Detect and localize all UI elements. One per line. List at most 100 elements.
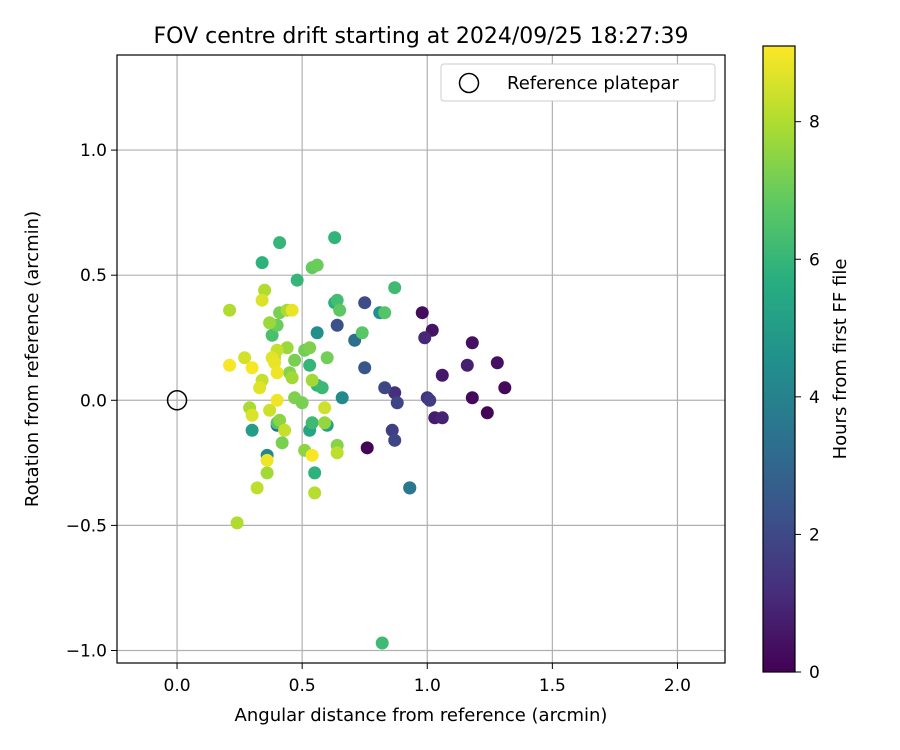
data-point (308, 466, 322, 480)
reference-marker (166, 390, 188, 411)
colorbar-label: Hours from first FF file (830, 259, 851, 460)
x-tick-label: 1.0 (414, 676, 441, 696)
data-point (333, 303, 347, 317)
data-point (230, 516, 244, 530)
colorbar-gradient (762, 45, 796, 673)
data-point (245, 361, 259, 375)
data-point (270, 366, 284, 380)
data-point (315, 381, 329, 395)
y-axis-label: Rotation from reference (arcmin) (22, 211, 43, 507)
data-point (263, 403, 277, 417)
colorbar-tick-label: 2 (809, 525, 820, 545)
data-point (318, 416, 332, 430)
data-point (308, 486, 322, 500)
colorbar-tick-label: 4 (809, 388, 820, 408)
data-point (423, 393, 437, 407)
data-point (435, 368, 449, 382)
data-point (258, 283, 272, 297)
data-point (303, 341, 317, 355)
data-point (310, 326, 324, 340)
data-point (288, 353, 302, 367)
data-point (415, 306, 429, 320)
data-point (285, 371, 299, 385)
data-point (265, 328, 279, 342)
data-point (330, 318, 344, 332)
plot-frame (116, 54, 726, 664)
data-point (465, 336, 479, 350)
legend-box (440, 63, 716, 102)
data-point (260, 466, 274, 480)
data-point (375, 636, 389, 650)
colorbar: 0 2 4 6 8 Hours from first FF file (762, 45, 851, 683)
data-point (263, 316, 277, 330)
data-point (358, 361, 372, 375)
legend-marker-icon (458, 72, 480, 94)
data-point (390, 396, 404, 410)
data-point (435, 411, 449, 425)
colorbar-tick-label: 8 (809, 113, 820, 133)
data-point (330, 446, 344, 460)
reference-point (166, 390, 188, 411)
y-tick-label: 1.0 (80, 141, 107, 161)
x-axis-label: Angular distance from reference (arcmin) (235, 705, 608, 726)
data-point (255, 293, 269, 307)
data-point (285, 303, 299, 317)
x-tick-label: 2.0 (664, 676, 691, 696)
data-point (465, 391, 479, 405)
grid-lines (117, 55, 725, 663)
data-point (490, 356, 504, 370)
data-point (388, 386, 402, 400)
data-point (245, 423, 259, 437)
data-point (245, 408, 259, 422)
y-tick-label: −0.5 (66, 516, 107, 536)
data-point (378, 381, 392, 395)
x-axis-ticks: 0.0 0.5 1.0 1.5 2.0 (164, 663, 691, 696)
legend-label: Reference platepar (507, 73, 679, 94)
legend: Reference platepar (440, 63, 716, 102)
data-point (460, 358, 474, 372)
data-point (275, 436, 289, 450)
data-point (280, 341, 294, 355)
data-point (278, 423, 292, 437)
x-tick-label: 0.0 (164, 676, 191, 696)
y-axis-ticks: −1.0 −0.5 0.0 0.5 1.0 (66, 141, 117, 661)
data-point (223, 303, 237, 317)
data-point (305, 416, 319, 430)
data-point (253, 381, 267, 395)
data-point (255, 256, 269, 270)
x-tick-label: 0.5 (289, 676, 316, 696)
data-point (310, 258, 324, 272)
y-tick-label: 0.0 (80, 391, 107, 411)
data-point (303, 358, 317, 372)
data-point (480, 406, 494, 420)
data-point (335, 391, 349, 405)
data-point (318, 401, 332, 415)
data-point (388, 433, 402, 447)
data-point (250, 481, 264, 495)
data-point (290, 273, 304, 287)
data-point (358, 296, 372, 310)
data-point (320, 351, 334, 365)
data-point (223, 358, 237, 372)
x-tick-label: 1.5 (539, 676, 566, 696)
data-point (273, 413, 287, 427)
data-point (295, 396, 309, 410)
y-tick-label: 0.5 (80, 266, 107, 286)
data-point (260, 453, 274, 467)
data-points (223, 231, 512, 650)
colorbar-ticks: 0 2 4 6 8 (795, 113, 820, 683)
data-point (305, 448, 319, 462)
data-point (330, 293, 344, 307)
data-point (378, 306, 392, 320)
data-point (388, 281, 402, 295)
data-point (270, 393, 284, 407)
data-point (238, 351, 252, 365)
data-point (403, 481, 417, 495)
y-tick-label: −1.0 (66, 641, 107, 661)
chart-title: FOV centre drift starting at 2024/09/25 … (154, 24, 689, 49)
data-point (273, 236, 287, 250)
data-point (360, 441, 374, 455)
data-point (305, 373, 319, 387)
data-point (355, 326, 369, 340)
